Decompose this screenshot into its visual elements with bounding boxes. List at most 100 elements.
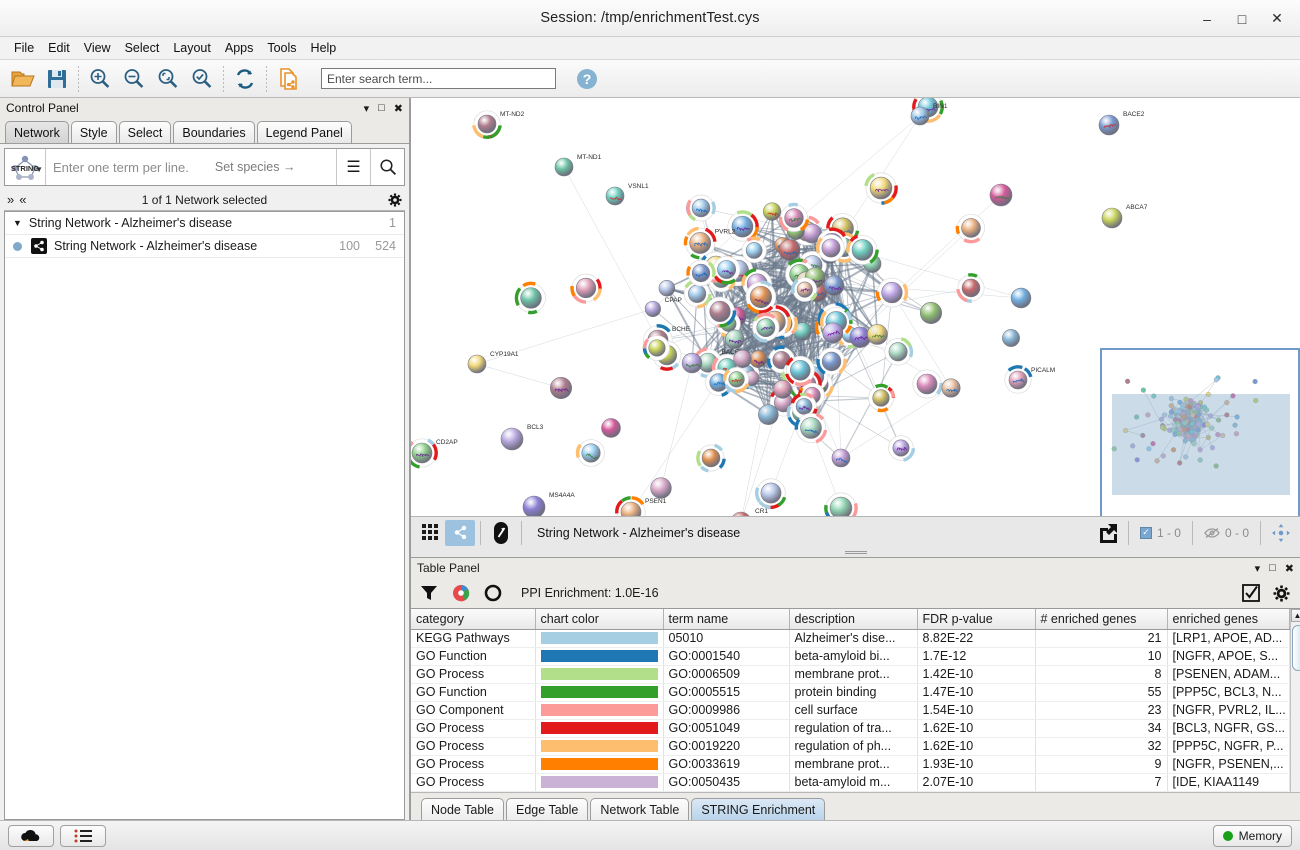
select-all-checkbox-icon[interactable] (1242, 584, 1260, 602)
collapse-all-icon[interactable]: » (7, 192, 15, 207)
network-node[interactable] (752, 312, 780, 343)
network-node[interactable] (727, 210, 759, 242)
network-node[interactable] (919, 301, 943, 325)
network-tree-item[interactable]: String Network - Alzheimer's disease 100… (5, 235, 404, 258)
table-row[interactable]: GO Component GO:0009986 cell surface 1.54E-… (411, 701, 1290, 720)
table-panel-close-icon[interactable]: ✖ (1284, 562, 1294, 575)
network-node[interactable] (758, 404, 779, 425)
open-folder-icon[interactable] (6, 63, 40, 95)
tab-legend-panel[interactable]: Legend Panel (256, 121, 352, 143)
table-row[interactable]: GO Process GO:0050435 beta-amyloid m... 2.0… (411, 773, 1290, 792)
menu-help[interactable]: Help (310, 41, 337, 55)
network-node[interactable] (705, 296, 737, 328)
network-node[interactable]: MT-ND1 (554, 154, 602, 177)
table-panel-float-icon[interactable]: □ (1269, 562, 1276, 574)
tab-edge-table[interactable]: Edge Table (506, 798, 589, 820)
network-node[interactable] (601, 418, 621, 438)
zoom-in-icon[interactable] (83, 63, 117, 95)
col-enriched-count[interactable]: # enriched genes (1035, 609, 1168, 630)
zoom-selected-icon[interactable] (185, 63, 219, 95)
tab-string-enrichment[interactable]: STRING Enrichment (691, 798, 826, 820)
network-node[interactable] (686, 259, 716, 287)
control-panel-close-icon[interactable]: ✖ (393, 102, 403, 115)
menu-file[interactable]: File (14, 41, 35, 55)
donut-chart-icon[interactable] (483, 583, 503, 603)
network-node[interactable] (956, 273, 985, 303)
network-tree[interactable]: ▼ String Network - Alzheimer's disease 1… (4, 211, 405, 820)
col-chart-color[interactable]: chart color (535, 609, 664, 630)
col-category[interactable]: category (411, 609, 536, 630)
table-row[interactable]: GO Process GO:0033619 membrane prot... 1.93… (411, 755, 1290, 774)
network-graph[interactable]: MT-ND2 MT-ND1 VSNL1 CD2AP BCL3 MS4A4A MS4A6A AB… (411, 98, 1299, 516)
close-button[interactable]: ✕ (1271, 10, 1283, 26)
network-node[interactable]: PSEN1 (615, 496, 667, 516)
table-panel-collapse-icon[interactable]: ▾ (1254, 562, 1261, 575)
cloud-icon[interactable] (8, 824, 54, 847)
network-node[interactable] (755, 478, 787, 509)
task-list-icon[interactable] (60, 824, 106, 847)
network-node[interactable] (785, 355, 815, 387)
network-node[interactable] (686, 194, 716, 222)
zoom-out-icon[interactable] (117, 63, 151, 95)
network-node[interactable] (778, 202, 810, 232)
string-options-menu-icon[interactable]: ☰ (346, 159, 361, 176)
network-node[interactable]: ABCA7 (1101, 204, 1148, 229)
network-node[interactable] (658, 280, 676, 297)
network-node[interactable] (741, 236, 767, 264)
network-node[interactable]: MT-ND2 (472, 110, 525, 139)
menu-layout[interactable]: Layout (173, 41, 211, 55)
network-node[interactable] (824, 492, 858, 516)
network-node[interactable] (722, 367, 750, 393)
tab-boundaries[interactable]: Boundaries (173, 121, 255, 143)
share-network-icon[interactable] (445, 519, 475, 546)
network-node[interactable] (745, 280, 777, 314)
control-panel-collapse-icon[interactable]: ▾ (363, 102, 370, 115)
col-enriched-genes[interactable]: enriched genes (1167, 609, 1290, 630)
table-scrollbar[interactable]: ▲ (1289, 609, 1300, 792)
network-node[interactable] (867, 324, 888, 345)
network-node[interactable] (733, 349, 752, 368)
refresh-icon[interactable] (228, 63, 262, 95)
network-node[interactable]: MS4A4A (522, 492, 575, 516)
help-icon[interactable]: ? (570, 63, 604, 95)
network-node[interactable] (683, 280, 712, 309)
menu-select[interactable]: Select (124, 41, 160, 55)
network-canvas[interactable]: MT-ND2 MT-ND1 VSNL1 CD2AP BCL3 MS4A4A MS4A6A AB… (411, 98, 1300, 516)
set-species-link[interactable]: Set species → (214, 160, 296, 174)
network-node[interactable] (822, 322, 844, 344)
network-node[interactable] (650, 477, 672, 499)
table-row[interactable]: KEGG Pathways 05010 Alzheimer's dise... 8.8… (411, 629, 1290, 648)
tab-network-table[interactable]: Network Table (590, 798, 690, 820)
network-node[interactable] (816, 347, 847, 376)
network-node[interactable]: CR1 (731, 508, 768, 516)
search-input[interactable]: Enter search term... (321, 68, 556, 89)
export-network-icon[interactable] (271, 63, 305, 95)
scroll-up-button[interactable]: ▲ (1291, 609, 1300, 622)
string-term-input[interactable]: Enter one term per line. Set species → (46, 149, 336, 185)
menu-tools[interactable]: Tools (267, 41, 297, 55)
network-node[interactable] (815, 234, 845, 262)
network-node[interactable] (794, 412, 828, 444)
tab-node-table[interactable]: Node Table (421, 798, 505, 820)
network-node[interactable] (1010, 287, 1032, 309)
network-node[interactable] (681, 352, 703, 374)
network-node[interactable] (778, 239, 801, 261)
export-image-icon[interactable] (1093, 520, 1123, 546)
table-row[interactable]: GO Process GO:0019220 regulation of ph... 1… (411, 737, 1290, 756)
network-node[interactable] (846, 234, 879, 265)
save-icon[interactable] (40, 63, 74, 95)
center-network-icon[interactable] (1266, 520, 1296, 546)
network-node[interactable] (712, 255, 741, 285)
network-node[interactable] (989, 183, 1013, 207)
network-node[interactable] (725, 329, 745, 349)
zoom-fit-icon[interactable] (151, 63, 185, 95)
control-panel-float-icon[interactable]: □ (378, 102, 385, 114)
network-node[interactable] (773, 379, 793, 399)
network-node[interactable] (1002, 329, 1020, 347)
network-node[interactable]: CPAP (644, 297, 682, 317)
network-node[interactable] (875, 277, 909, 308)
expander-icon[interactable]: ▼ (13, 218, 22, 228)
network-node[interactable] (514, 281, 546, 315)
network-node[interactable]: PICALM (1004, 365, 1055, 394)
network-node[interactable]: BACE2 (1098, 111, 1145, 136)
